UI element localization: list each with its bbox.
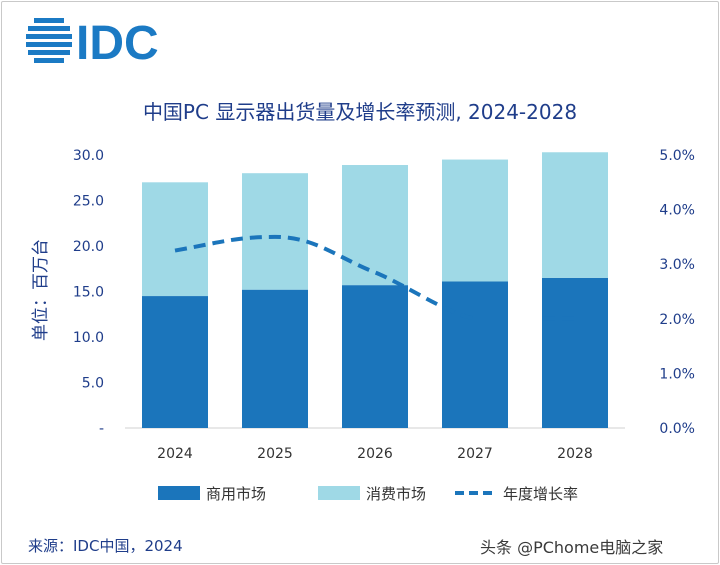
- x-tick-label: 2026: [357, 446, 393, 462]
- y2-tick-label: 2.0%: [659, 312, 695, 328]
- legend-label: 消费市场: [366, 485, 426, 503]
- y-tick-label: 25.0: [73, 194, 104, 210]
- y-tick-label: 10.0: [73, 330, 104, 346]
- bar-commercial-2026: [342, 285, 408, 428]
- bar-consumer-2024: [142, 182, 208, 297]
- x-tick-label: 2028: [557, 446, 593, 462]
- bar-commercial-2027: [442, 281, 508, 428]
- bar-consumer-2025: [242, 173, 308, 290]
- chart-title: 中国PC 显示器出货量及增长率预测, 2024-2028: [143, 100, 577, 124]
- plot-area: - 5.0 10.0 15.0 20.0 25.0 30.0 0.0% 1.0% 2.0% 3.0%…: [73, 148, 695, 462]
- bar-commercial-2028: [542, 277, 608, 428]
- y2-tick-label: 5.0%: [659, 148, 695, 164]
- logo-wordmark: IDC: [76, 17, 159, 64]
- legend-swatch-consumer: [318, 486, 360, 500]
- bar-commercial-2025: [242, 289, 308, 428]
- bar-commercial-2024: [142, 296, 208, 428]
- bar-consumer-2028: [542, 152, 608, 278]
- bar-consumer-2027: [442, 159, 508, 282]
- y-tick-label: 30.0: [73, 148, 104, 164]
- legend: 商用市场 消费市场 年度增长率: [158, 485, 578, 503]
- y-tick-label: 15.0: [73, 285, 104, 301]
- bar-consumer-2026: [342, 165, 408, 286]
- y2-tick-label: 4.0%: [659, 203, 695, 219]
- x-tick-label: 2027: [457, 446, 493, 462]
- y2-tick-label: 3.0%: [659, 257, 695, 273]
- y-axis-label: 单位：百万台: [31, 239, 51, 341]
- x-tick-label: 2024: [157, 446, 193, 462]
- idc-logo: IDC: [26, 17, 159, 64]
- watermark: 头条 @PChome电脑之家: [480, 538, 664, 557]
- x-tick-label: 2025: [257, 446, 293, 462]
- y2-tick-label: 1.0%: [659, 366, 695, 382]
- chart: 中国PC 显示器出货量及增长率预测, 2024-2028 单位：百万台 - 5.0…: [31, 100, 695, 503]
- globe-icon: [26, 18, 72, 63]
- y-tick-label: 20.0: [73, 239, 104, 255]
- legend-label: 年度增长率: [503, 485, 578, 503]
- y-tick-label: 5.0: [82, 376, 104, 392]
- legend-swatch-commercial: [158, 486, 200, 500]
- growth-rate-line: [174, 234, 476, 321]
- y2-tick-label: 0.0%: [659, 421, 695, 437]
- legend-label: 商用市场: [206, 485, 266, 503]
- y-tick-label: -: [99, 421, 104, 437]
- source-note: 来源：IDC中国，2024: [28, 537, 183, 555]
